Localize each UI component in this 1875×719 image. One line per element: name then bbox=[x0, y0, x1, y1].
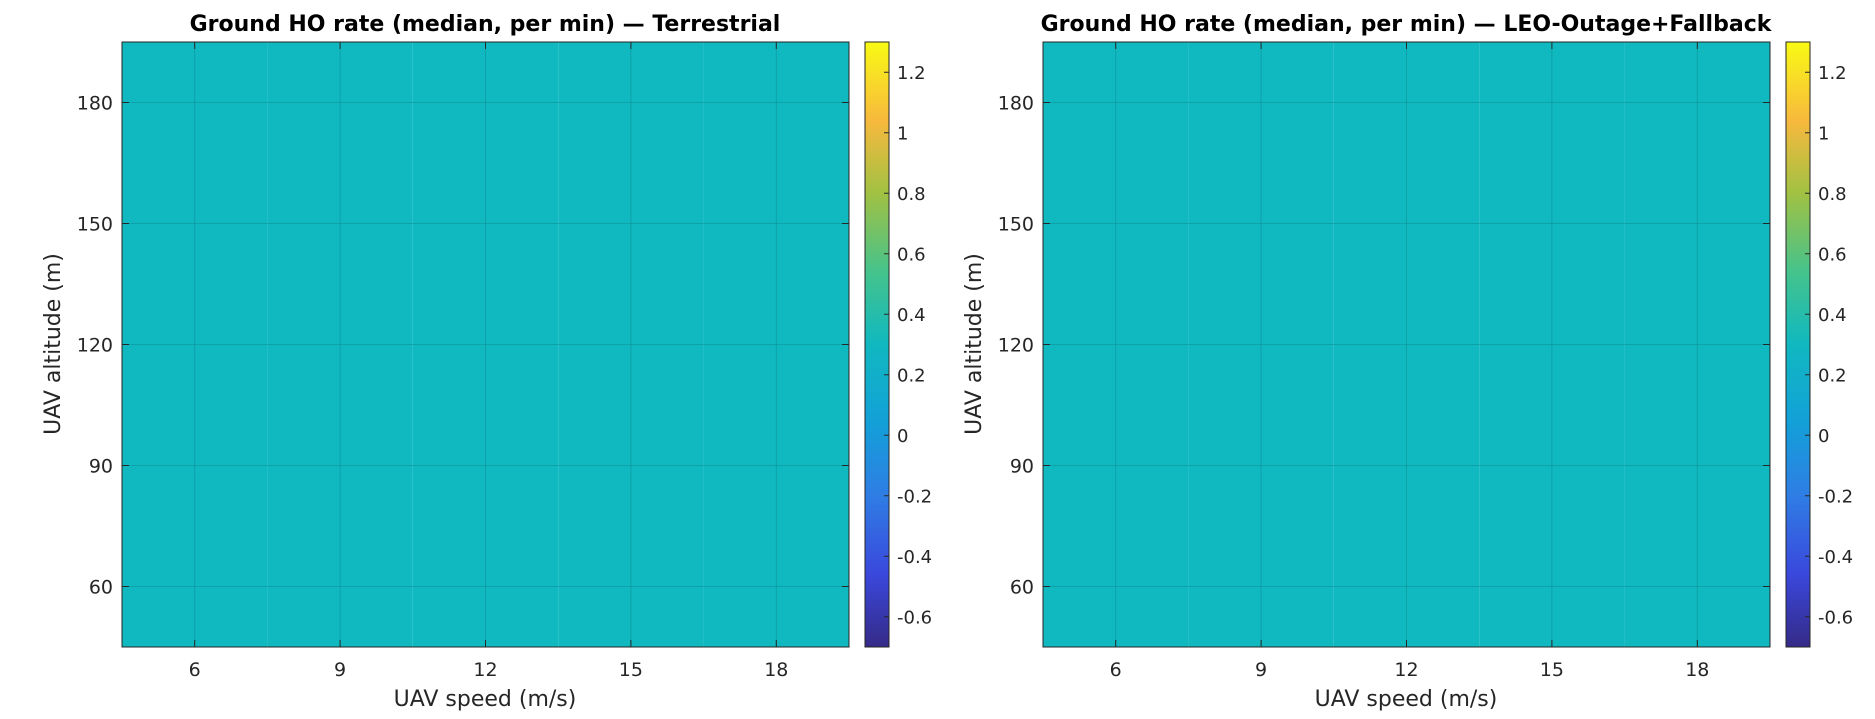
x-axis-label: UAV speed (m/s) bbox=[1315, 687, 1498, 712]
x-tick-labels: 6 9 12 15 18 bbox=[189, 659, 789, 681]
y-tick-label: 120 bbox=[77, 335, 113, 357]
x-tick-label: 6 bbox=[1110, 659, 1122, 681]
x-tick-label: 12 bbox=[473, 659, 497, 681]
colorbar-tick-label: 1.2 bbox=[1818, 63, 1847, 84]
colorbar-tick-label: -0.4 bbox=[897, 547, 932, 568]
y-tick-label: 150 bbox=[77, 214, 113, 236]
y-tick-labels: 60 90 120 150 180 bbox=[77, 93, 113, 599]
x-axis-label: UAV speed (m/s) bbox=[394, 687, 577, 712]
colorbar-tick-label: 1 bbox=[897, 124, 908, 145]
x-tick-label: 9 bbox=[1255, 659, 1267, 681]
colorbar-tick-label: 0 bbox=[1818, 426, 1829, 447]
colorbar-tick-label: 0.4 bbox=[1818, 305, 1847, 326]
colorbar-tick-label: -0.6 bbox=[897, 608, 932, 629]
colorbar-tick-label: -0.6 bbox=[1818, 608, 1853, 629]
y-tick-label: 60 bbox=[1010, 577, 1034, 599]
colorbar-tick-label: -0.4 bbox=[1818, 547, 1853, 568]
y-tick-label: 90 bbox=[1010, 456, 1034, 478]
x-tick-label: 15 bbox=[1540, 659, 1564, 681]
x-tick-label: 12 bbox=[1394, 659, 1418, 681]
colorbar-tick-label: 0.4 bbox=[897, 305, 926, 326]
y-tick-label: 120 bbox=[998, 335, 1034, 357]
colorbar-tick-label: 0.2 bbox=[897, 366, 926, 387]
y-axis-label: UAV altitude (m) bbox=[41, 253, 66, 435]
grid-lines bbox=[1043, 42, 1770, 647]
x-tick-label: 18 bbox=[764, 659, 788, 681]
grid-lines bbox=[122, 42, 849, 647]
colorbar-tick-labels: -0.6 -0.4 -0.2 0 0.2 0.4 0.6 0.8 1 1.2 bbox=[1818, 63, 1853, 629]
chart-panel-leo-outage-fallback: Ground HO rate (median, per min) — LEO-O… bbox=[962, 12, 1853, 712]
colorbar-tick-label: -0.2 bbox=[897, 487, 932, 508]
y-tick-label: 90 bbox=[89, 456, 113, 478]
y-tick-marks bbox=[1043, 102, 1770, 587]
colorbar bbox=[864, 41, 890, 648]
x-tick-label: 18 bbox=[1685, 659, 1709, 681]
colorbar-tick-label: 0.6 bbox=[1818, 245, 1847, 266]
colorbar-tick-label: 0.2 bbox=[1818, 366, 1847, 387]
x-tick-marks bbox=[1115, 42, 1698, 647]
colorbar-tick-marks bbox=[884, 71, 889, 618]
colorbar-tick-label: 1 bbox=[1818, 124, 1829, 145]
x-tick-labels: 6 9 12 15 18 bbox=[1110, 659, 1710, 681]
colorbar-tick-labels: -0.6 -0.4 -0.2 0 0.2 0.4 0.6 0.8 1 1.2 bbox=[897, 63, 932, 629]
colorbar bbox=[1785, 41, 1811, 648]
colorbar-tick-marks bbox=[1805, 71, 1810, 618]
colorbar-tick-label: 0 bbox=[897, 426, 908, 447]
x-tick-label: 9 bbox=[334, 659, 346, 681]
y-tick-labels: 60 90 120 150 180 bbox=[998, 93, 1034, 599]
y-tick-label: 60 bbox=[89, 577, 113, 599]
y-tick-label: 180 bbox=[77, 93, 113, 115]
colorbar-tick-label: 0.6 bbox=[897, 245, 926, 266]
colorbar-tick-label: -0.2 bbox=[1818, 487, 1853, 508]
y-axis-label: UAV altitude (m) bbox=[962, 253, 987, 435]
chart-title: Ground HO rate (median, per min) — LEO-O… bbox=[1041, 12, 1773, 37]
y-tick-label: 150 bbox=[998, 214, 1034, 236]
x-tick-label: 6 bbox=[189, 659, 201, 681]
colorbar-tick-label: 0.8 bbox=[1818, 184, 1847, 205]
chart-title: Ground HO rate (median, per min) — Terre… bbox=[190, 12, 781, 37]
y-tick-marks bbox=[122, 102, 849, 587]
colorbar-tick-label: 1.2 bbox=[897, 63, 926, 84]
colorbar-tick-label: 0.8 bbox=[897, 184, 926, 205]
x-tick-label: 15 bbox=[619, 659, 643, 681]
chart-panel-terrestrial: Ground HO rate (median, per min) — Terre… bbox=[41, 12, 932, 712]
y-tick-label: 180 bbox=[998, 93, 1034, 115]
x-tick-marks bbox=[194, 42, 777, 647]
